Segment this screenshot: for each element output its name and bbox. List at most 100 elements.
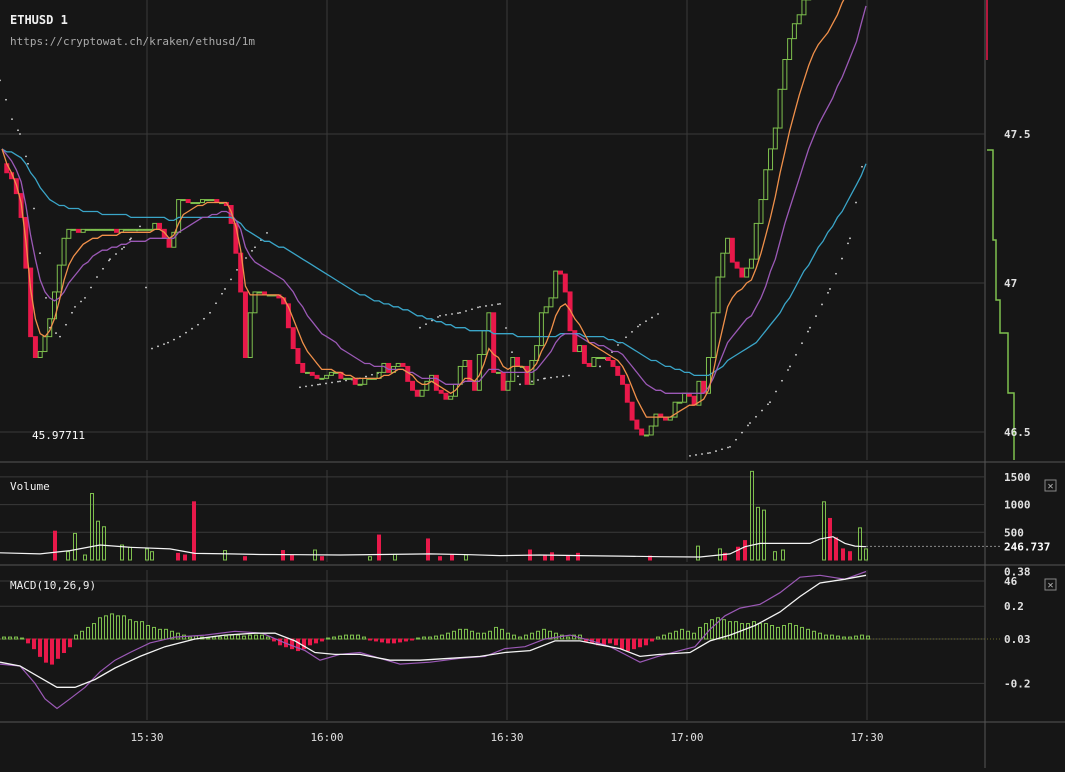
macd-histogram-bar [320,638,324,642]
sar-dot [123,246,125,249]
macd-histogram-bar [452,630,456,640]
sar-dot [245,257,247,259]
candle [319,377,325,380]
sar-dot [71,311,73,314]
sar-dot [775,390,777,393]
volume-tick-label: 1500 [1004,471,1031,484]
sar-dot [829,288,831,290]
sar-dot [639,323,641,326]
macd-histogram-bar [650,638,654,642]
macd-histogram-bar [14,636,18,640]
candle [128,228,134,231]
macd-histogram-bar [488,630,492,640]
macd-histogram-bar [440,634,444,640]
macd-histogram-bar [692,632,696,640]
macd-histogram-bar [230,634,234,640]
macd-histogram-bar [272,638,276,642]
sar-dot [299,386,301,389]
volume-bar [393,553,397,561]
candle [772,127,778,150]
candle [515,357,521,367]
macd-histogram-bar [68,638,72,648]
macd-histogram-bar [512,634,516,640]
candle [787,38,793,60]
sar-dot [45,297,47,299]
sar-dot [849,237,851,240]
price-tick-label: 47 [1004,277,1017,290]
macd-histogram-bar [542,628,546,640]
candle [190,202,196,205]
volume-close-icon[interactable]: ✕ [1044,479,1057,492]
sar-dot [556,376,558,378]
sar-dot [599,365,601,368]
macd-histogram-bar [644,638,648,646]
sar-dot [339,380,341,383]
macd-histogram-bar [50,638,54,665]
sar-dot [209,311,211,314]
volume-bar [176,552,180,561]
sar-dot [129,238,131,241]
candle [500,371,506,391]
candle [94,228,100,231]
sar-dot [815,315,817,317]
sar-dot [550,376,552,379]
macd-histogram-bar [332,636,336,640]
sar-dot [835,272,837,275]
macd-histogram-bar [38,638,42,657]
macd-histogram-bar [290,638,294,650]
candle [195,202,201,205]
sar-dot [109,258,111,261]
volume-pane[interactable] [0,470,1000,561]
macd-histogram-bar [386,638,390,644]
candle [624,383,630,403]
macd-histogram-bar [368,638,372,641]
volume-bar [756,506,760,561]
candle [133,228,139,231]
sar-dot [807,330,809,333]
volume-bar [834,537,838,561]
sar-dot [236,268,238,271]
candle [61,237,67,266]
candle [739,267,745,278]
volume-bar [438,556,442,561]
sar-dot [459,311,461,314]
volume-bar [290,555,294,561]
macd-histogram-bar [326,637,330,640]
macd-histogram-bar [140,621,144,640]
candle [682,392,688,403]
macd-histogram-bar [524,634,528,640]
sar-dot [191,327,193,330]
macd-histogram-bar [80,630,84,640]
sar-dot [821,303,823,306]
sar-dot [787,369,789,371]
macd-close-icon[interactable]: ✕ [1044,578,1057,591]
sar-dot [84,297,86,299]
candle [199,199,205,204]
price-pane[interactable]: 48.5000045.97711 [0,0,1015,460]
macd-histogram-bar [806,628,810,640]
macd-histogram-bar [338,635,342,640]
candle [32,336,38,359]
source-url[interactable]: https://cryptowat.ch/kraken/ethusd/1m [10,35,255,48]
macd-histogram-bar [506,632,510,640]
candle [157,222,163,230]
macd-histogram-bar [734,621,738,640]
sar-dot [537,379,539,381]
macd-histogram-bar [158,628,162,640]
macd-pane-title: MACD(10,26,9) [10,579,96,592]
candle [209,199,215,202]
symbol-title: ETHUSD 1 [10,13,68,27]
macd-pane[interactable] [0,570,1000,710]
macd-histogram-bar [344,634,348,640]
sar-dot [145,286,147,289]
sar-dot [163,343,165,345]
macd-histogram-bar [530,632,534,640]
macd-signal-line [0,574,867,688]
macd-histogram-bar [704,623,708,640]
candle [677,401,683,404]
candle [577,345,583,353]
volume-bar [223,550,227,561]
candle [328,371,334,376]
candle [524,365,530,385]
